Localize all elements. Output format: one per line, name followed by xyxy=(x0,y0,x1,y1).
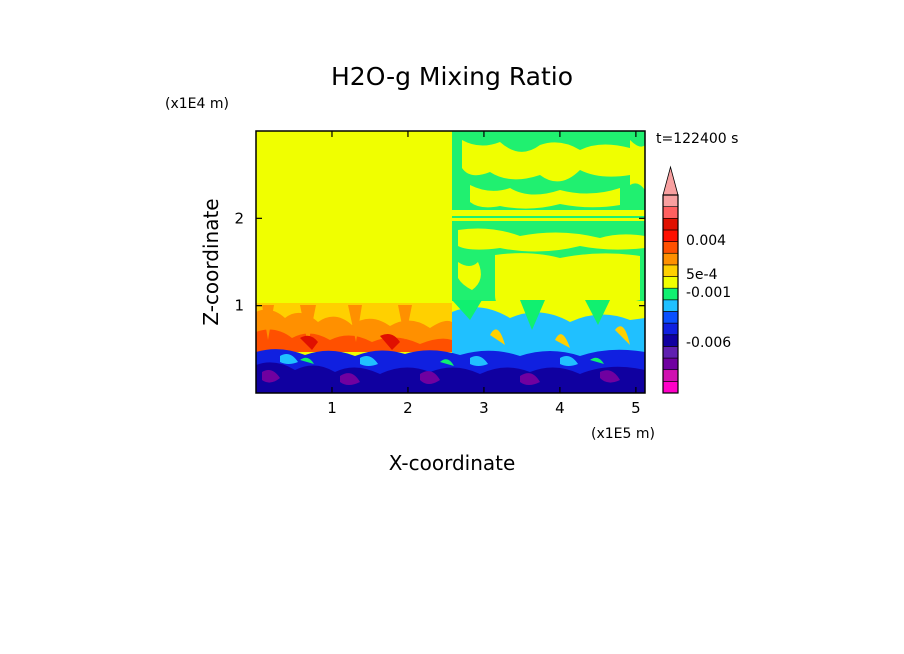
colorbar-swatch xyxy=(662,229,679,242)
colorbar: 0.004 5e-4 -0.001 -0.006 xyxy=(662,165,731,394)
colorbar-frame xyxy=(662,194,679,394)
colorbar-extend-arrow xyxy=(662,165,679,196)
field-patch xyxy=(458,262,481,290)
chart-title: H2O-g Mixing Ratio xyxy=(331,62,573,91)
field-patch xyxy=(458,228,645,252)
field-patch xyxy=(300,334,400,350)
colorbar-swatch xyxy=(662,287,679,301)
field-patch xyxy=(256,329,452,352)
y-axis-label: Z-coordinate xyxy=(199,198,223,325)
x-ticks: 1 2 3 4 5 xyxy=(327,131,641,417)
x-tick-label: 1 xyxy=(327,399,337,417)
colorbar-swatch xyxy=(662,311,679,324)
y-ticks: 12 xyxy=(234,209,645,315)
colorbar-swatch xyxy=(662,299,679,312)
colorbar-tick-label: 5e-4 xyxy=(686,267,718,283)
x-tick-label: 5 xyxy=(631,399,641,417)
time-label: t=122400 s xyxy=(656,131,738,147)
y-tick-label: 1 xyxy=(234,297,244,315)
colorbar-swatch xyxy=(662,241,679,254)
colorbar-tick-label: 0.004 xyxy=(686,233,726,249)
plot-frame xyxy=(255,130,646,394)
x-unit-label: (x1E5 m) xyxy=(591,426,655,442)
colorbar-swatch xyxy=(662,206,679,219)
x-tick-label: 4 xyxy=(555,399,565,417)
colorbar-swatch xyxy=(662,369,679,382)
x-tick-label: 3 xyxy=(479,399,489,417)
colorbar-swatch xyxy=(662,334,679,347)
colorbar-swatch xyxy=(662,346,679,359)
colorbar-swatch xyxy=(662,381,679,394)
colorbar-swatch xyxy=(662,252,679,266)
colorbar-swatch xyxy=(662,276,679,289)
field-patch xyxy=(462,140,630,182)
field-patch xyxy=(262,370,620,385)
field-patch xyxy=(495,253,640,308)
field-patch xyxy=(300,357,604,366)
field-plumes xyxy=(452,300,610,330)
field-patch xyxy=(256,362,645,393)
x-tick-label: 2 xyxy=(403,399,413,417)
field-band xyxy=(452,218,645,221)
colorbar-swatch xyxy=(662,217,679,231)
colorbar-tick-label: -0.006 xyxy=(686,335,731,351)
colorbar-tick-label: -0.001 xyxy=(686,285,731,301)
field-patch xyxy=(470,185,620,209)
field-plumes xyxy=(490,326,630,348)
field-patch xyxy=(630,140,645,190)
colorbar-swatch xyxy=(662,194,679,207)
colorbar-swatch xyxy=(662,357,679,371)
y-tick-label: 2 xyxy=(234,209,244,227)
heatmap-field xyxy=(256,131,645,393)
field-band xyxy=(452,210,645,216)
colorbar-swatch xyxy=(662,322,679,336)
y-unit-label: (x1E4 m) xyxy=(165,96,229,112)
colorbar-swatch xyxy=(662,264,679,277)
x-axis-label: X-coordinate xyxy=(389,451,516,475)
